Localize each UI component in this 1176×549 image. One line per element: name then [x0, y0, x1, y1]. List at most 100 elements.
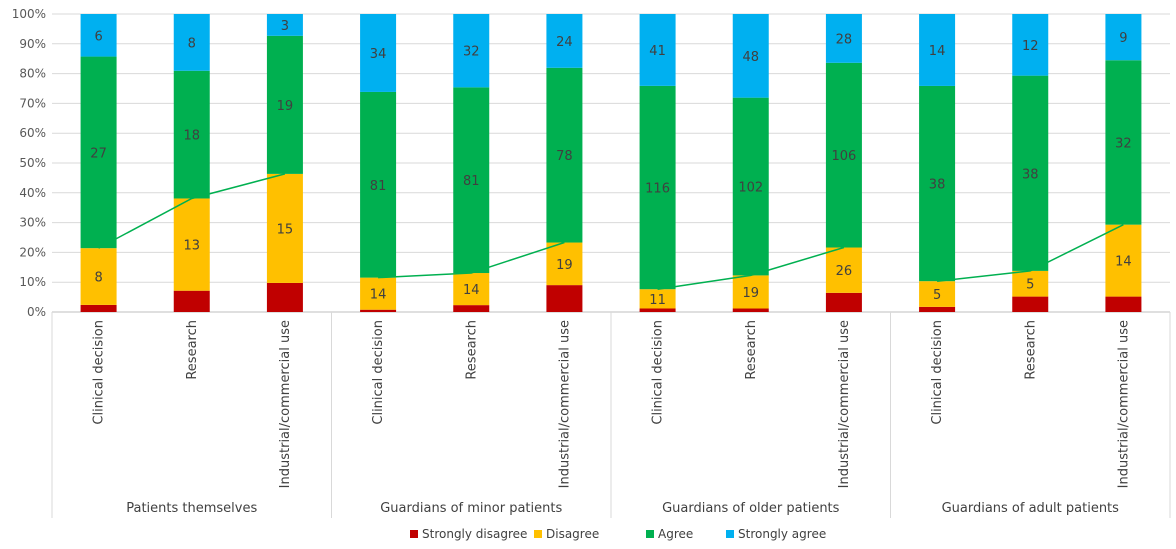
y-tick-label: 10% — [19, 275, 46, 289]
bar-segment — [1012, 296, 1049, 312]
bar-segment — [360, 14, 397, 92]
bar-segment — [1012, 270, 1049, 297]
bar-segment — [80, 248, 117, 305]
category-label: Industrial/commercial use — [278, 320, 293, 488]
legend-swatch — [410, 530, 418, 538]
y-tick-label: 30% — [19, 216, 46, 230]
y-tick-label: 20% — [19, 245, 46, 259]
bar-segment — [919, 281, 956, 307]
data-label: 19 — [556, 258, 573, 273]
bar-segment — [173, 14, 210, 71]
bar-segment — [80, 304, 117, 312]
y-tick-label: 0% — [27, 305, 46, 319]
legend-label: Strongly agree — [738, 527, 826, 541]
group-label: Patients themselves — [126, 501, 257, 516]
data-label: 11 — [649, 293, 666, 308]
data-label: 14 — [1115, 255, 1132, 270]
legend-swatch — [534, 530, 542, 538]
bar-segment — [1105, 224, 1142, 297]
data-label: 18 — [183, 129, 200, 144]
bar-segment — [639, 85, 676, 290]
category-label: Research — [1023, 320, 1038, 380]
category-label: Clinical decision — [930, 320, 945, 425]
category-label: Industrial/commercial use — [837, 320, 852, 488]
data-label: 9 — [1119, 31, 1127, 46]
bar-segment — [919, 306, 956, 312]
y-tick-label: 50% — [19, 156, 46, 170]
data-label: 81 — [463, 174, 480, 189]
overlay-line — [657, 246, 845, 290]
data-label: 116 — [645, 182, 670, 197]
y-tick-label: 70% — [19, 96, 46, 110]
bar-segment — [173, 290, 210, 312]
bar-segment — [360, 309, 397, 312]
data-label: 26 — [836, 264, 853, 279]
bar-segment — [1105, 296, 1142, 312]
data-label: 78 — [556, 149, 573, 164]
data-label: 24 — [556, 35, 573, 50]
bar-segment — [546, 14, 583, 68]
overlay-line — [378, 241, 565, 279]
bar-segment — [1105, 60, 1142, 225]
bar-segment — [639, 289, 676, 309]
data-label: 32 — [1115, 136, 1132, 151]
bar-segment — [173, 198, 210, 291]
bar-segment — [80, 14, 117, 57]
bar-segment — [639, 308, 676, 312]
category-label: Research — [464, 320, 479, 380]
bar-segment — [639, 14, 676, 86]
bar-segment — [825, 247, 862, 293]
bar-segment — [266, 35, 303, 174]
legend-label: Agree — [658, 527, 693, 541]
category-label: Research — [744, 320, 759, 380]
bar-segment — [266, 173, 303, 283]
y-tick-label: 80% — [19, 67, 46, 81]
data-label: 14 — [929, 44, 946, 59]
data-label: 81 — [370, 179, 387, 194]
bar-segment — [825, 62, 862, 248]
bar-segment — [360, 91, 397, 278]
data-label: 8 — [94, 271, 102, 286]
bar-segment — [266, 282, 303, 312]
bar-segment — [732, 308, 769, 312]
bar-segment — [825, 14, 862, 63]
category-label: Industrial/commercial use — [1116, 320, 1131, 488]
bar-segment — [453, 14, 490, 88]
data-label: 27 — [90, 146, 107, 161]
y-tick-label: 100% — [12, 7, 46, 21]
bar-segment — [919, 14, 956, 86]
data-label: 38 — [1022, 167, 1039, 182]
bar-segment — [173, 70, 210, 199]
bar-segment — [266, 14, 303, 36]
category-label: Research — [185, 320, 200, 380]
group-label: Guardians of older patients — [662, 501, 840, 516]
bar-segment — [80, 56, 117, 249]
bar-segment — [360, 277, 397, 310]
data-label: 12 — [1022, 39, 1039, 54]
category-label: Industrial/commercial use — [557, 320, 572, 488]
data-label: 28 — [836, 32, 853, 47]
bar-segment — [546, 242, 583, 286]
data-label: 8 — [188, 36, 196, 51]
group-label: Guardians of adult patients — [942, 501, 1120, 516]
legend-label: Strongly disagree — [422, 527, 527, 541]
category-label: Clinical decision — [92, 320, 107, 425]
bar-segment — [453, 87, 490, 274]
bar-segment — [1012, 75, 1049, 271]
bar-segment — [732, 14, 769, 98]
bar-segment — [453, 305, 490, 312]
bar-segment — [732, 97, 769, 276]
bar-segment — [919, 85, 956, 282]
y-tick-label: 40% — [19, 186, 46, 200]
bar-segment — [546, 67, 583, 243]
bar-segment — [453, 273, 490, 306]
legend-label: Disagree — [546, 527, 599, 541]
bar-segment — [825, 292, 862, 312]
data-label: 19 — [742, 286, 759, 301]
data-label: 5 — [933, 288, 941, 303]
data-label: 14 — [463, 283, 480, 298]
data-label: 106 — [832, 149, 857, 164]
y-tick-label: 60% — [19, 126, 46, 140]
y-tick-label: 90% — [19, 37, 46, 51]
category-label: Clinical decision — [371, 320, 386, 425]
